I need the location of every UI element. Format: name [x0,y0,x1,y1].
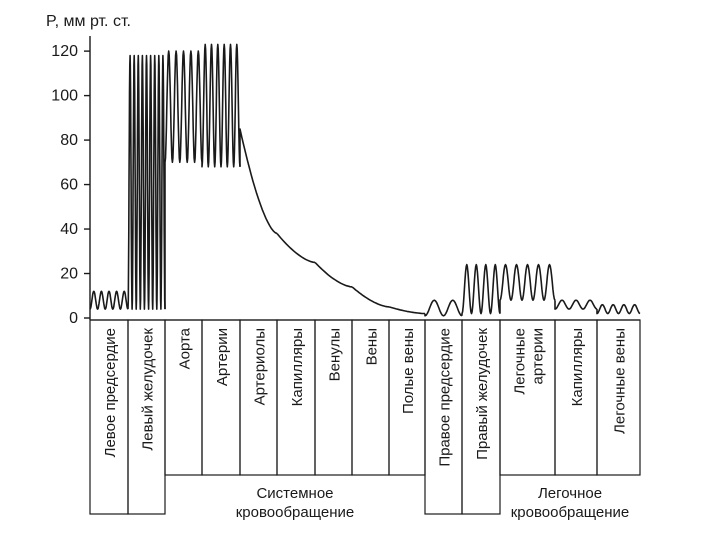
pressure-trace-segment [351,286,390,308]
segment-label: Аорта [177,327,194,369]
pressure-trace-segment [314,261,353,288]
pressure-trace-segment [554,299,598,310]
pressure-trace-segment [424,299,463,317]
pressure-trace-segment [388,306,426,315]
y-tick-label: 80 [60,132,78,149]
segment-label: Капилляры [569,328,586,406]
y-tick-label: 0 [69,310,78,327]
segment-label: Капилляры [289,328,306,406]
y-tick-label: 40 [60,221,78,238]
segment-label: Артерии [214,328,231,386]
group-label: кровообращение [236,504,355,521]
pressure-trace [89,43,641,317]
pressure-trace-segment [164,50,203,310]
segment-label: Венулы [327,328,344,381]
pressure-trace-segment [201,43,241,168]
segment-label: Легочные вены [612,328,629,434]
y-tick-label: 120 [51,43,78,60]
pressure-trace-segment [239,128,278,235]
y-tick-label: 20 [60,266,78,283]
y-axis-label: P, мм рт. ст. [46,13,131,30]
y-tick-label: 60 [60,177,78,194]
pressure-trace-segment [461,263,501,316]
segment-label: Левое предсердие [102,328,119,457]
segment-label: Легочные [512,328,529,395]
segment-label: Вены [364,328,381,365]
group-label: Системное [256,485,333,502]
segment-label: Полые вены [400,328,417,414]
y-axis: 0 20 40 60 80 100 120 [51,36,91,327]
segment-cell [596,319,641,476]
segment-label: артерии [530,328,547,385]
pressure-trace-segment [276,232,316,264]
y-tick-label: 100 [51,88,78,105]
group-label: Легочное [538,485,602,502]
segment-label: Правый желудочек [474,328,491,460]
pressure-trace-segment [127,54,166,310]
pressure-trace-segment [499,263,556,314]
circulation-groups: Системное кровообращение Легочное кровообра… [236,485,630,521]
group-label: кровообращение [511,504,630,521]
pressure-trace-segment [596,303,641,315]
segment-label: Правое предсердие [437,328,454,467]
segment-label: Левый желудочек [140,328,157,451]
segment-table: Левое предсердие Левый желудочек Аорта Арте… [89,319,641,515]
pressure-trace-segment [89,290,129,310]
segment-label: Артериолы [252,328,269,405]
